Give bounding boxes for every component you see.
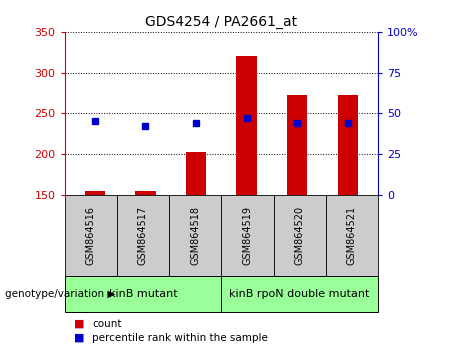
Text: count: count xyxy=(92,319,122,329)
Text: GSM864521: GSM864521 xyxy=(347,206,357,265)
Text: ■: ■ xyxy=(74,319,84,329)
Text: GSM864518: GSM864518 xyxy=(190,206,200,265)
Text: GSM864520: GSM864520 xyxy=(295,206,305,265)
Title: GDS4254 / PA2661_at: GDS4254 / PA2661_at xyxy=(145,16,297,29)
Text: GSM864516: GSM864516 xyxy=(86,206,96,265)
Text: kinB mutant: kinB mutant xyxy=(109,289,177,299)
Bar xyxy=(337,95,358,195)
Bar xyxy=(85,190,105,195)
Text: GSM864519: GSM864519 xyxy=(242,206,253,265)
Bar xyxy=(236,56,257,195)
Bar xyxy=(186,152,206,195)
Bar xyxy=(136,190,155,195)
Bar xyxy=(287,95,307,195)
Text: kinB rpoN double mutant: kinB rpoN double mutant xyxy=(230,289,370,299)
Text: ■: ■ xyxy=(74,333,84,343)
Text: genotype/variation ▶: genotype/variation ▶ xyxy=(5,289,115,299)
Text: percentile rank within the sample: percentile rank within the sample xyxy=(92,333,268,343)
Text: GSM864517: GSM864517 xyxy=(138,206,148,265)
